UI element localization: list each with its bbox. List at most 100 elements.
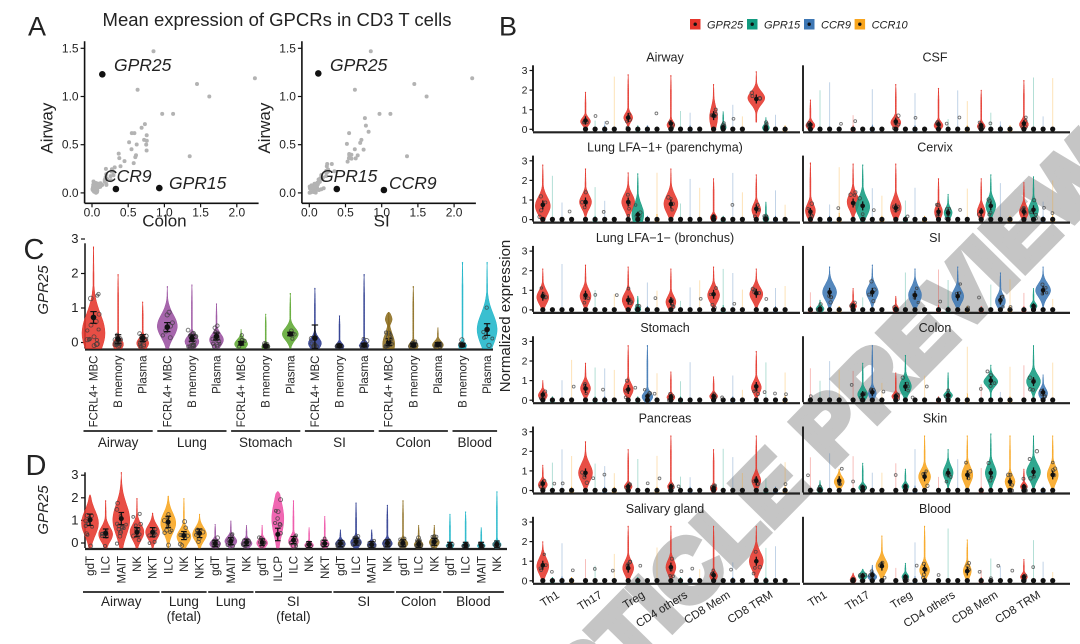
svg-text:Plasma: Plasma (433, 355, 445, 394)
svg-text:0: 0 (522, 214, 528, 226)
svg-text:FCRL4+ MBC: FCRL4+ MBC (236, 356, 248, 428)
svg-text:MAIT: MAIT (476, 556, 488, 583)
svg-text:Skin: Skin (923, 412, 947, 426)
svg-text:GPR25: GPR25 (330, 55, 388, 75)
svg-text:ILC: ILC (101, 556, 113, 574)
svg-text:3: 3 (522, 336, 528, 348)
svg-text:SI: SI (374, 211, 390, 230)
svg-text:Blood: Blood (919, 502, 951, 516)
svg-text:CCR10: CCR10 (872, 20, 909, 32)
svg-text:FCRL4+ MBC: FCRL4+ MBC (162, 356, 174, 428)
svg-text:1: 1 (71, 300, 78, 315)
svg-text:0.5: 0.5 (337, 206, 354, 220)
svg-text:Plasma: Plasma (212, 355, 224, 394)
svg-text:0.5: 0.5 (120, 206, 137, 220)
svg-text:MAIT: MAIT (226, 556, 238, 583)
svg-text:GPR25: GPR25 (707, 20, 744, 32)
svg-text:0: 0 (522, 485, 528, 497)
svg-text:B memory: B memory (335, 355, 347, 408)
svg-text:NK: NK (429, 556, 441, 572)
svg-text:1.0: 1.0 (62, 90, 79, 104)
svg-text:gdT: gdT (210, 556, 222, 576)
svg-text:0.5: 0.5 (62, 138, 79, 152)
svg-text:1: 1 (522, 195, 528, 207)
svg-text:0: 0 (71, 535, 78, 550)
svg-text:Plasma: Plasma (138, 355, 150, 394)
svg-text:3: 3 (522, 65, 528, 77)
svg-text:gdT: gdT (335, 556, 347, 576)
svg-text:0.0: 0.0 (84, 206, 101, 220)
svg-text:gdT: gdT (445, 556, 457, 576)
svg-text:3: 3 (522, 155, 528, 167)
svg-text:2.0: 2.0 (228, 206, 245, 220)
svg-text:Stomach: Stomach (239, 435, 292, 450)
svg-text:1.0: 1.0 (279, 90, 296, 104)
svg-text:1.0: 1.0 (156, 206, 173, 220)
svg-text:3: 3 (522, 426, 528, 438)
svg-text:NK: NK (179, 556, 191, 572)
svg-text:1.5: 1.5 (279, 41, 296, 55)
svg-text:NK: NK (492, 556, 504, 572)
svg-text:ILC: ILC (163, 556, 175, 574)
svg-text:GPR15: GPR15 (169, 173, 227, 193)
svg-text:0.5: 0.5 (279, 138, 296, 152)
svg-text:3: 3 (522, 517, 528, 529)
svg-text:SI: SI (287, 594, 300, 609)
svg-text:1: 1 (522, 375, 528, 387)
svg-text:1: 1 (522, 104, 528, 116)
svg-text:GPR25: GPR25 (35, 485, 52, 535)
svg-text:NK: NK (132, 556, 144, 572)
svg-text:Stomach: Stomach (640, 321, 689, 335)
svg-text:2: 2 (522, 446, 528, 458)
svg-text:Airway: Airway (101, 594, 142, 609)
svg-text:1: 1 (522, 556, 528, 568)
svg-text:0.0: 0.0 (301, 206, 318, 220)
svg-text:0: 0 (522, 124, 528, 136)
svg-text:Normalized expression: Normalized expression (497, 240, 514, 393)
svg-text:ILC: ILC (288, 556, 300, 574)
svg-text:A: A (28, 12, 46, 42)
svg-text:ILC: ILC (461, 556, 473, 574)
svg-text:2: 2 (522, 536, 528, 548)
svg-text:Mean expression of GPCRs in CD: Mean expression of GPCRs in CD3 T cells (103, 9, 452, 30)
svg-text:MAIT: MAIT (367, 556, 379, 583)
svg-text:Blood: Blood (456, 594, 491, 609)
svg-text:GPR25: GPR25 (35, 265, 52, 315)
svg-text:GPR15: GPR15 (320, 166, 378, 186)
svg-text:SI: SI (333, 435, 346, 450)
svg-text:0: 0 (522, 305, 528, 317)
svg-text:Plasma: Plasma (482, 355, 494, 394)
svg-text:Airway: Airway (98, 435, 139, 450)
svg-text:Cervix: Cervix (917, 141, 953, 155)
svg-text:3: 3 (71, 467, 78, 482)
svg-text:Lung LFA−1− (bronchus): Lung LFA−1− (bronchus) (596, 231, 734, 245)
svg-text:Plasma: Plasma (359, 355, 371, 394)
svg-text:2: 2 (522, 175, 528, 187)
svg-text:Plasma: Plasma (285, 355, 297, 394)
svg-text:1.0: 1.0 (373, 206, 390, 220)
svg-text:NKT: NKT (148, 556, 160, 579)
svg-text:0: 0 (71, 335, 78, 350)
svg-text:Blood: Blood (458, 435, 493, 450)
svg-text:B memory: B memory (408, 355, 420, 408)
svg-text:Colon: Colon (396, 435, 431, 450)
svg-text:Pancreas: Pancreas (639, 412, 692, 426)
svg-text:Airway: Airway (646, 50, 684, 64)
svg-text:Airway: Airway (255, 102, 274, 154)
svg-text:1.5: 1.5 (62, 41, 79, 55)
svg-text:C: C (24, 234, 45, 266)
svg-text:Lung: Lung (169, 594, 199, 609)
svg-text:NK: NK (304, 556, 316, 572)
svg-text:NK: NK (242, 556, 254, 572)
svg-text:Airway: Airway (38, 102, 57, 154)
svg-text:3: 3 (522, 246, 528, 258)
svg-text:2: 2 (522, 356, 528, 368)
svg-text:FCRL4+ MBC: FCRL4+ MBC (310, 356, 322, 428)
svg-text:ILCP: ILCP (273, 556, 285, 582)
svg-text:B: B (499, 12, 517, 42)
svg-text:GPR15: GPR15 (764, 20, 801, 32)
svg-text:2: 2 (522, 265, 528, 277)
svg-text:Lung: Lung (177, 435, 207, 450)
svg-text:NKT: NKT (320, 556, 332, 579)
svg-text:CCR9: CCR9 (389, 173, 437, 193)
